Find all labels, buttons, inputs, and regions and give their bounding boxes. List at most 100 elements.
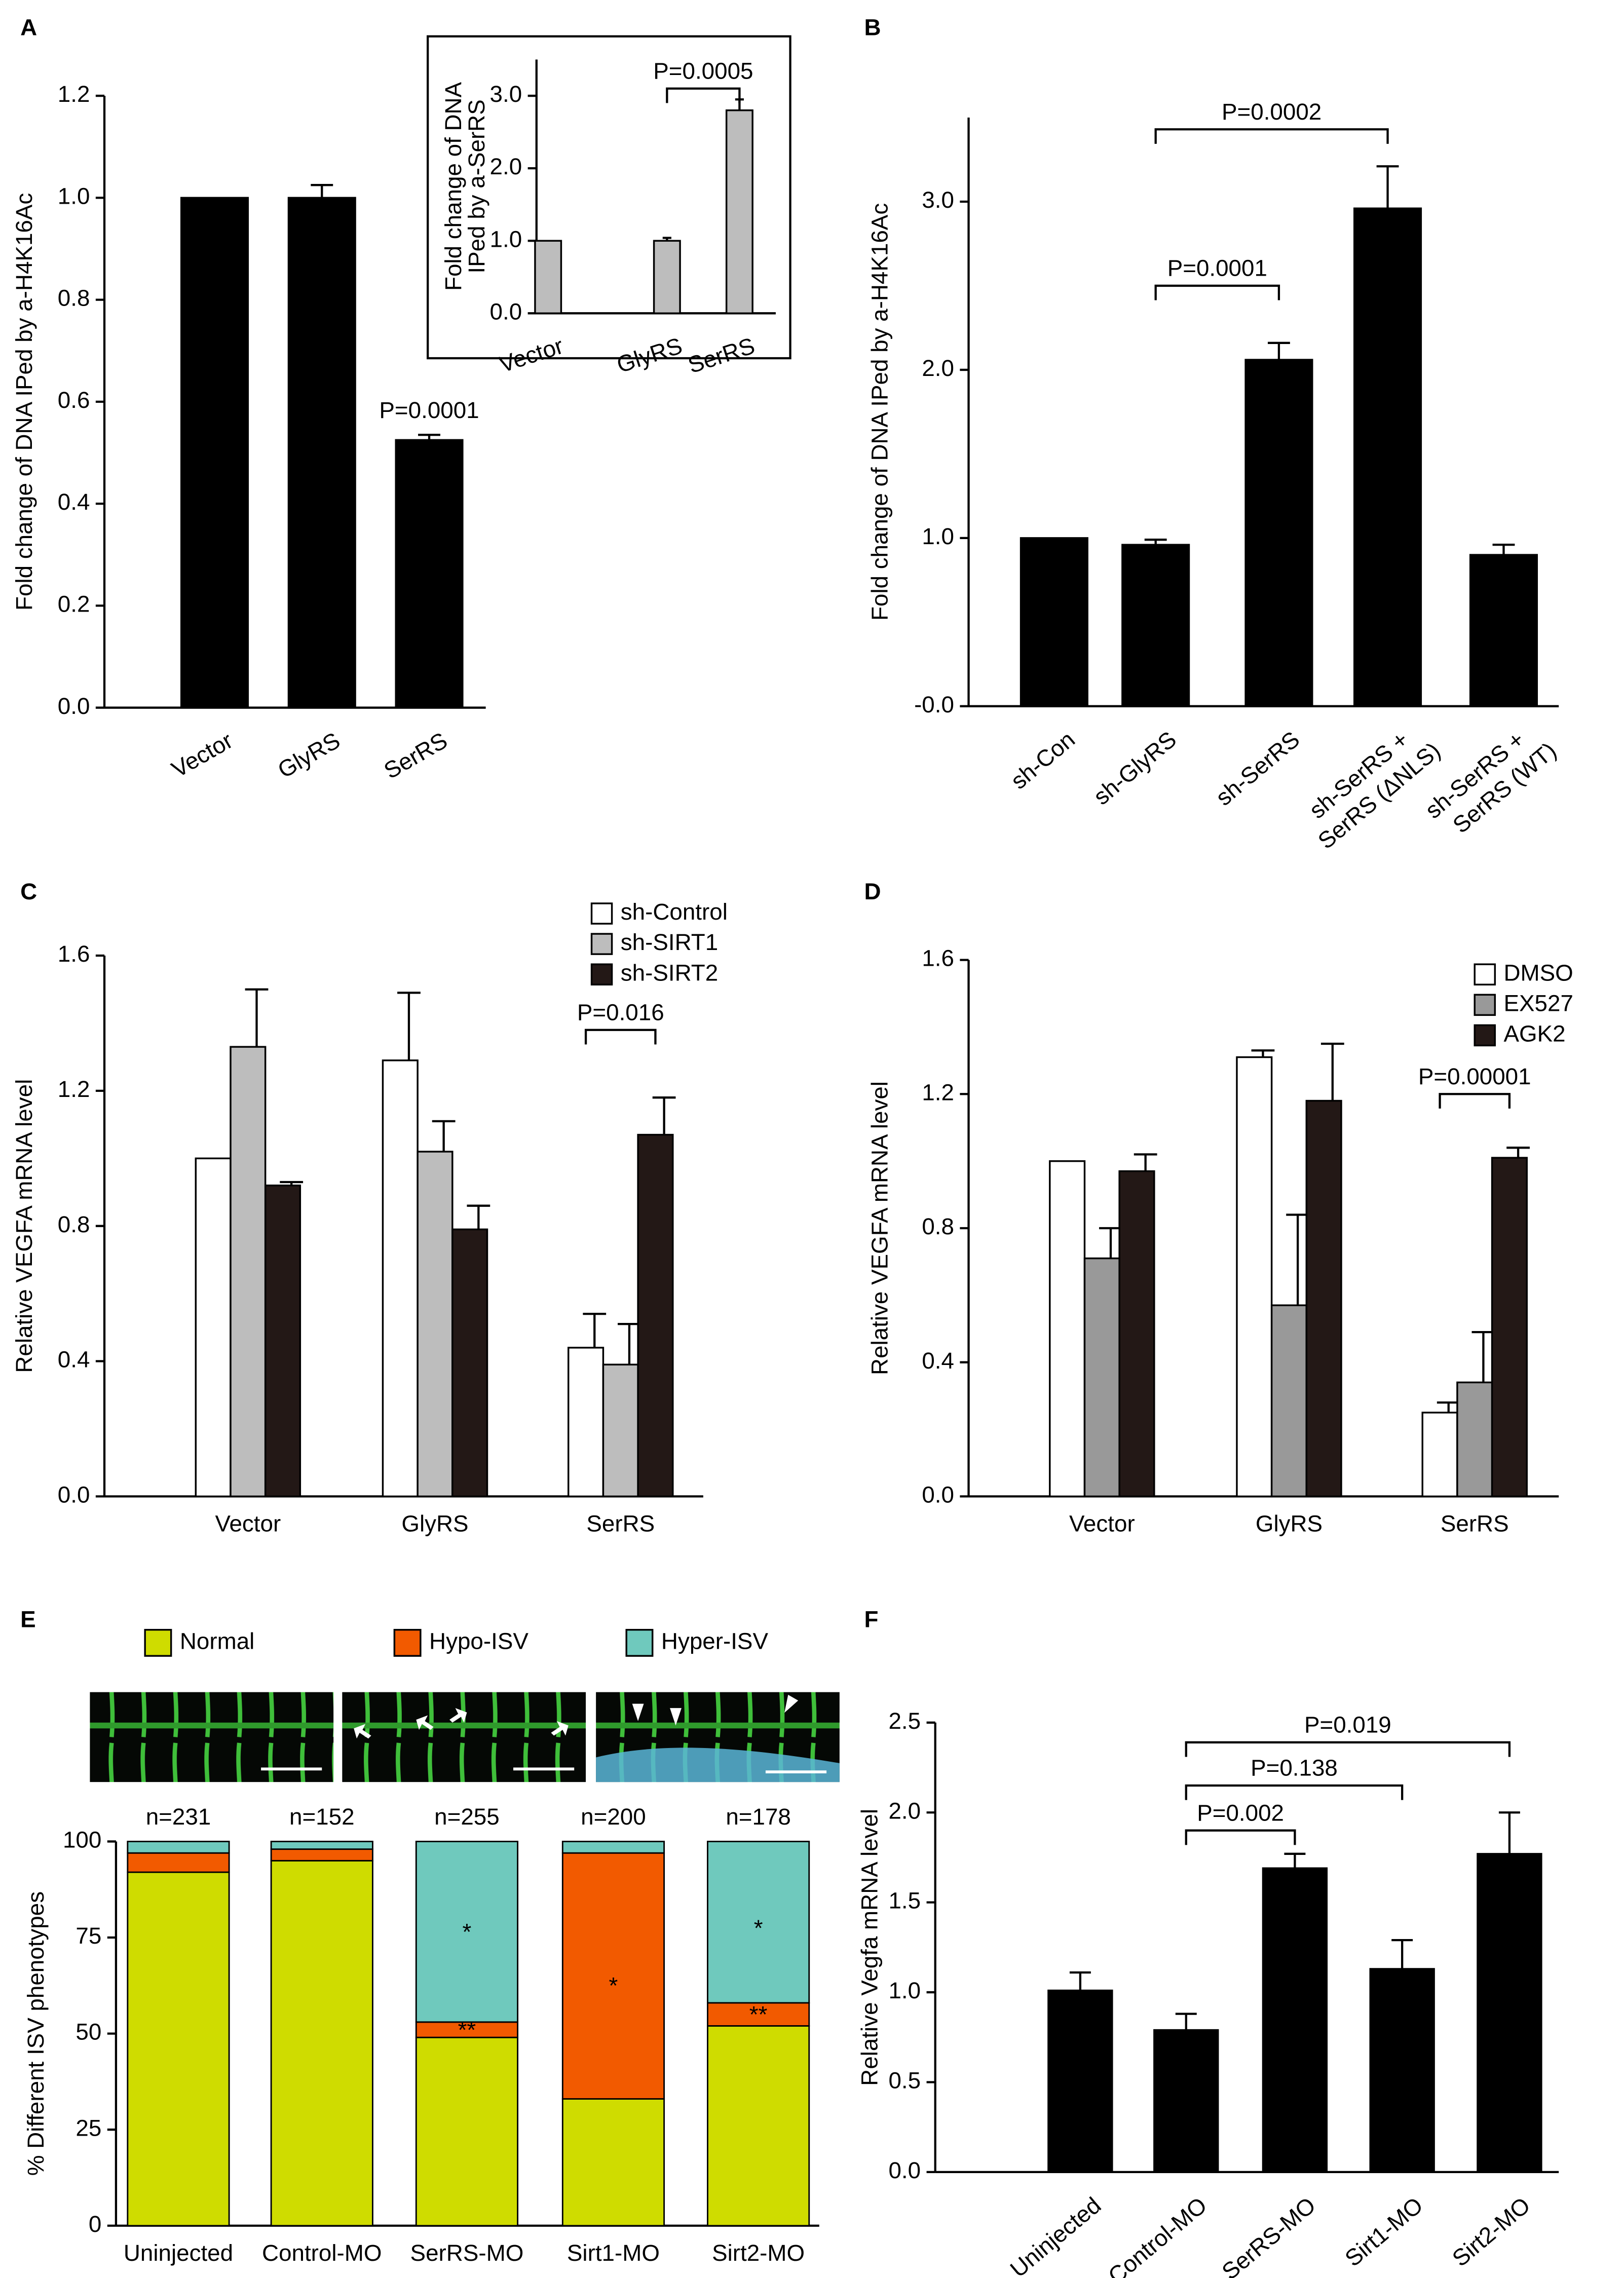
y-tick-label: 0.4 — [922, 1348, 954, 1374]
bar — [1270, 1304, 1308, 1498]
panel-letter: B — [864, 15, 881, 41]
legend-swatch — [625, 1628, 654, 1657]
y-tick-label: 2.5 — [888, 1708, 921, 1734]
y-axis-label: IPed by a-SerRS — [464, 99, 489, 273]
x-tick-label: sh-SerRS — [1211, 726, 1305, 811]
error-bar — [618, 1323, 641, 1365]
y-tick-label: 1.2 — [922, 1079, 954, 1105]
bar — [1121, 544, 1190, 707]
count-label: n=231 — [146, 1804, 211, 1830]
panel-letter: E — [20, 1607, 36, 1632]
panel: C 0.0 0.4 0.8 1.2 1.6 Relative VEGFA mRNA leve… — [11, 879, 728, 1537]
micrograph — [90, 1692, 334, 1782]
error-bar — [1320, 1042, 1344, 1101]
micrograph — [342, 1692, 586, 1782]
count-label: n=200 — [581, 1804, 646, 1830]
x-tick-label: SerRS-MO — [410, 2240, 524, 2266]
bar-segment — [561, 1841, 665, 1854]
x-tick-label: GlyRS — [274, 727, 345, 783]
count-label: n=178 — [726, 1804, 791, 1830]
error-bar — [1099, 1227, 1122, 1259]
bar-segment — [127, 1852, 230, 1873]
bar-segment — [707, 2025, 810, 2227]
legend-label: AGK2 — [1503, 1020, 1565, 1046]
x-tick-label: Vector — [1069, 1511, 1135, 1537]
x-tick-label: SerRS — [685, 332, 758, 378]
annotation: P=0.0001 — [379, 397, 479, 423]
y-tick-label: 0 — [89, 2211, 101, 2237]
x-tick-label: GlyRS — [1256, 1511, 1323, 1537]
y-tick-label: 0.6 — [58, 387, 90, 413]
bar — [230, 1046, 267, 1498]
x-tick-label: Sirt2-MO — [712, 2240, 805, 2266]
y-tick-label: 50 — [75, 2019, 101, 2045]
y-tick-label: 1.0 — [888, 1978, 921, 2003]
error-bar — [583, 1312, 607, 1348]
legend-swatch — [1474, 963, 1496, 985]
bar — [287, 197, 356, 709]
error-bar — [1506, 1147, 1530, 1158]
y-tick-label: 3.0 — [922, 187, 954, 213]
y-tick-label: 1.0 — [58, 183, 90, 209]
bar-segment — [127, 1871, 230, 2227]
significance-bracket — [666, 87, 741, 103]
bar — [534, 240, 562, 315]
error-bar — [1284, 1852, 1306, 1869]
panel-letter: A — [20, 15, 37, 41]
legend-label: sh-Control — [621, 899, 728, 925]
legend-swatch — [144, 1628, 172, 1657]
count-label: n=152 — [289, 1804, 355, 1830]
p-value: P=0.0005 — [653, 58, 753, 84]
y-tick-label: 0.8 — [922, 1213, 954, 1239]
bar-segment — [270, 1859, 373, 2227]
y-tick-label: 100 — [63, 1827, 101, 1853]
error-bar — [1471, 1331, 1495, 1383]
bar-segment — [270, 1841, 373, 1850]
error-bar — [1251, 1049, 1275, 1057]
bar — [1421, 1412, 1458, 1498]
y-tick-label: 0.8 — [58, 285, 90, 311]
panel: F 0.0 0.5 1.0 1.5 2.0 2.5 Relative Vegfa mRNA l… — [856, 1607, 1559, 2278]
legend-label: Hyper-ISV — [661, 1628, 769, 1654]
legend-label: EX527 — [1503, 990, 1573, 1016]
p-value: P=0.138 — [1251, 1755, 1338, 1781]
x-tick-label: Vector — [215, 1511, 281, 1537]
x-tick-label: sh-Con — [1006, 726, 1080, 794]
bar — [1244, 359, 1313, 707]
x-tick-label: Sirt1-MO — [567, 2240, 660, 2266]
error-bar — [467, 1204, 490, 1230]
y-tick-label: 3.0 — [490, 81, 522, 107]
bar — [1353, 207, 1422, 707]
error-bar — [311, 184, 333, 198]
y-tick-label: -0.0 — [914, 692, 954, 717]
y-tick-label: 0.8 — [58, 1211, 90, 1237]
bar — [1369, 1968, 1435, 2173]
bar — [1019, 537, 1088, 707]
error-bar — [1267, 341, 1290, 360]
error-bar — [245, 988, 269, 1047]
y-tick-label: 2.0 — [490, 154, 522, 179]
x-tick-label: Sirt2-MO — [1447, 2192, 1535, 2271]
error-bar — [1391, 1939, 1413, 1969]
bar — [1491, 1157, 1528, 1498]
legend-label: DMSO — [1503, 960, 1573, 985]
y-tick-label: 2.0 — [922, 355, 954, 381]
legend-label: Normal — [180, 1628, 255, 1654]
annotation: * — [463, 1919, 472, 1945]
error-bar — [1069, 1971, 1091, 1991]
error-bar — [1175, 2013, 1197, 2030]
x-tick-label: sh-GlyRS — [1088, 726, 1181, 810]
y-tick-label: 0.4 — [58, 489, 90, 515]
bar — [1305, 1099, 1342, 1498]
bar — [602, 1363, 639, 1498]
p-value: P=0.0002 — [1222, 99, 1321, 125]
p-value: P=0.019 — [1304, 1712, 1391, 1737]
annotation: ** — [749, 2002, 768, 2028]
legend-swatch — [590, 963, 613, 985]
bar — [1118, 1170, 1155, 1498]
panel: B -0.0 1.0 2.0 3.0 Fold change of DNA IPed by… — [864, 15, 1561, 854]
y-tick-label: 1.5 — [888, 1888, 921, 1914]
y-tick-label: 2.0 — [888, 1798, 921, 1824]
